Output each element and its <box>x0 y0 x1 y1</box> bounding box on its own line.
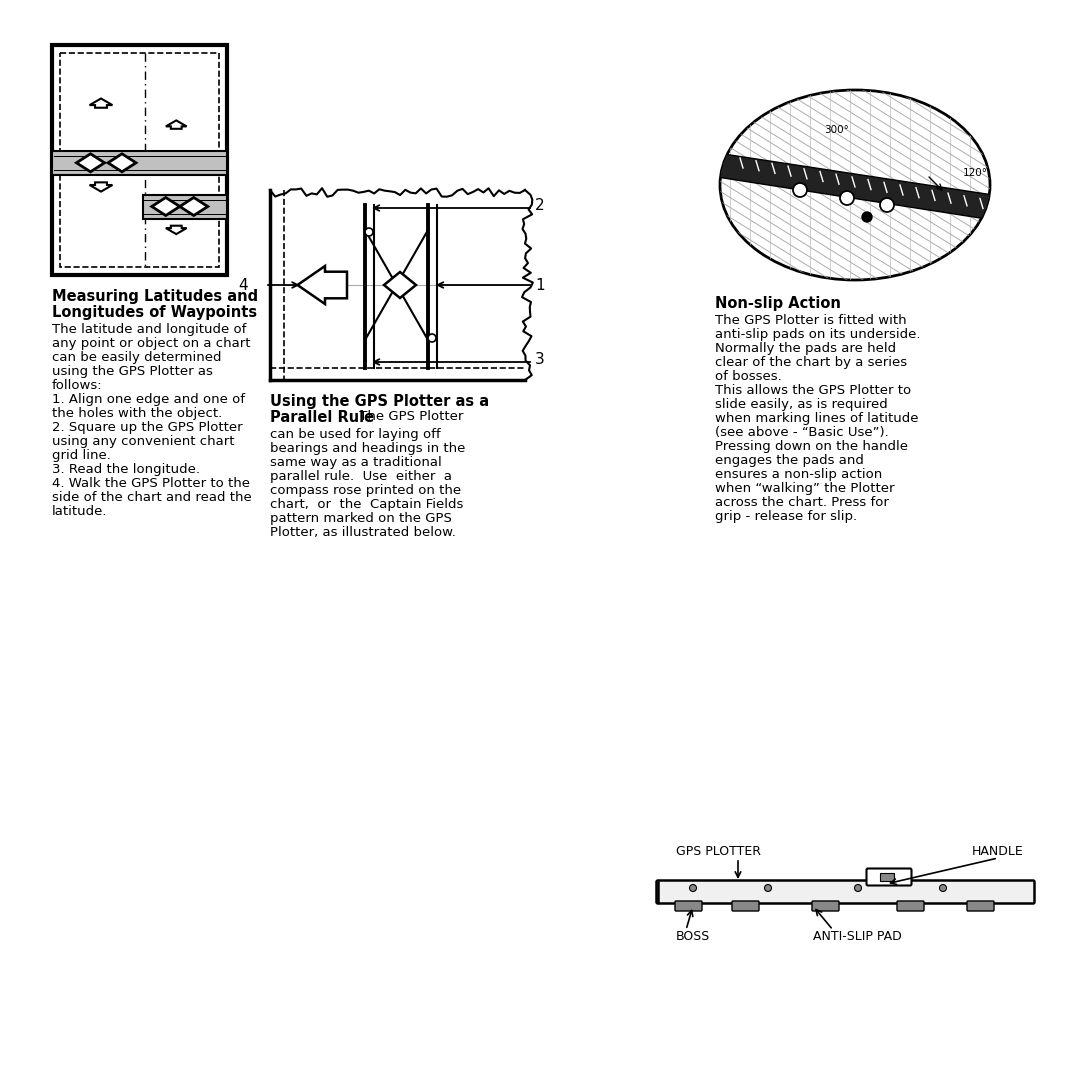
Text: chart,  or  the  Captain Fields: chart, or the Captain Fields <box>270 498 463 511</box>
Circle shape <box>854 885 862 891</box>
Text: grip - release for slip.: grip - release for slip. <box>715 510 858 523</box>
Text: slide easily, as is required: slide easily, as is required <box>715 399 888 411</box>
FancyBboxPatch shape <box>657 880 1035 904</box>
Circle shape <box>395 280 405 291</box>
Text: can be easily determined: can be easily determined <box>52 351 221 364</box>
Text: 2. Square up the GPS Plotter: 2. Square up the GPS Plotter <box>52 421 243 434</box>
Text: latitude.: latitude. <box>52 505 108 518</box>
Circle shape <box>880 198 894 212</box>
Text: Parallel Rule: Parallel Rule <box>270 410 374 426</box>
Polygon shape <box>166 120 187 129</box>
Polygon shape <box>108 153 136 172</box>
Polygon shape <box>166 226 187 234</box>
Text: 3. Read the longitude.: 3. Read the longitude. <box>52 463 200 476</box>
Circle shape <box>765 885 771 891</box>
Text: 2: 2 <box>535 198 544 213</box>
Text: Longitudes of Waypoints: Longitudes of Waypoints <box>52 305 257 320</box>
Text: any point or object on a chart: any point or object on a chart <box>52 337 251 350</box>
Text: engages the pads and: engages the pads and <box>715 454 864 467</box>
Text: 4: 4 <box>239 278 248 293</box>
Circle shape <box>940 885 946 891</box>
Text: using the GPS Plotter as: using the GPS Plotter as <box>52 365 213 378</box>
Circle shape <box>689 885 697 891</box>
Text: parallel rule.  Use  either  a: parallel rule. Use either a <box>270 470 453 483</box>
Bar <box>60 53 219 267</box>
Text: The GPS Plotter is fitted with: The GPS Plotter is fitted with <box>715 314 906 327</box>
Polygon shape <box>90 98 112 108</box>
Text: 1. Align one edge and one of: 1. Align one edge and one of <box>52 393 245 406</box>
Text: anti-slip pads on its underside.: anti-slip pads on its underside. <box>715 328 920 341</box>
Text: same way as a traditional: same way as a traditional <box>270 456 442 469</box>
Ellipse shape <box>720 90 990 280</box>
Polygon shape <box>77 153 105 172</box>
Text: Normally the pads are held: Normally the pads are held <box>715 342 896 355</box>
Text: the holes with the object.: the holes with the object. <box>52 407 222 420</box>
Polygon shape <box>297 266 347 303</box>
Text: The GPS Plotter: The GPS Plotter <box>355 410 463 423</box>
Text: HANDLE: HANDLE <box>972 845 1024 858</box>
Text: 1: 1 <box>535 278 544 293</box>
Text: across the chart. Press for: across the chart. Press for <box>715 496 889 509</box>
Text: (see above - “Basic Use”).: (see above - “Basic Use”). <box>715 426 889 438</box>
FancyBboxPatch shape <box>897 901 924 912</box>
Text: 3: 3 <box>535 352 544 367</box>
Text: using any convenient chart: using any convenient chart <box>52 435 234 448</box>
Polygon shape <box>179 198 207 216</box>
Circle shape <box>840 191 854 205</box>
Text: when “walking” the Plotter: when “walking” the Plotter <box>715 482 894 495</box>
Text: 120°: 120° <box>963 168 988 178</box>
FancyBboxPatch shape <box>967 901 994 912</box>
Text: follows:: follows: <box>52 379 103 392</box>
Bar <box>143 194 227 218</box>
Polygon shape <box>90 183 112 191</box>
Text: pattern marked on the GPS: pattern marked on the GPS <box>270 512 451 525</box>
FancyBboxPatch shape <box>675 901 702 912</box>
Text: ensures a non-slip action: ensures a non-slip action <box>715 468 882 481</box>
Text: BOSS: BOSS <box>676 930 711 943</box>
Text: ANTI-SLIP PAD: ANTI-SLIP PAD <box>813 930 902 943</box>
Text: Measuring Latitudes and: Measuring Latitudes and <box>52 289 258 303</box>
Bar <box>880 873 894 881</box>
Text: 300°: 300° <box>824 125 850 135</box>
Circle shape <box>862 212 872 222</box>
Bar <box>52 151 227 175</box>
FancyBboxPatch shape <box>732 901 759 912</box>
Text: Non-slip Action: Non-slip Action <box>715 296 841 311</box>
Text: bearings and headings in the: bearings and headings in the <box>270 442 465 455</box>
Text: when marking lines of latitude: when marking lines of latitude <box>715 411 918 426</box>
Text: Pressing down on the handle: Pressing down on the handle <box>715 440 908 453</box>
Polygon shape <box>384 272 416 298</box>
Text: can be used for laying off: can be used for laying off <box>270 428 441 441</box>
Polygon shape <box>152 198 179 216</box>
Circle shape <box>428 334 436 342</box>
Text: of bosses.: of bosses. <box>715 370 782 383</box>
Text: clear of the chart by a series: clear of the chart by a series <box>715 356 907 369</box>
Text: side of the chart and read the: side of the chart and read the <box>52 491 252 504</box>
Text: GPS PLOTTER: GPS PLOTTER <box>675 845 760 858</box>
Circle shape <box>793 183 807 197</box>
Bar <box>52 45 227 275</box>
Polygon shape <box>717 153 993 220</box>
Text: 4. Walk the GPS Plotter to the: 4. Walk the GPS Plotter to the <box>52 477 249 490</box>
Text: Using the GPS Plotter as a: Using the GPS Plotter as a <box>270 394 489 409</box>
Text: compass rose printed on the: compass rose printed on the <box>270 484 461 497</box>
FancyBboxPatch shape <box>866 868 912 886</box>
FancyBboxPatch shape <box>812 901 839 912</box>
Circle shape <box>365 228 373 237</box>
Text: This allows the GPS Plotter to: This allows the GPS Plotter to <box>715 384 912 397</box>
Text: The latitude and longitude of: The latitude and longitude of <box>52 323 246 336</box>
Text: grid line.: grid line. <box>52 449 111 462</box>
Text: Plotter, as illustrated below.: Plotter, as illustrated below. <box>270 526 456 539</box>
